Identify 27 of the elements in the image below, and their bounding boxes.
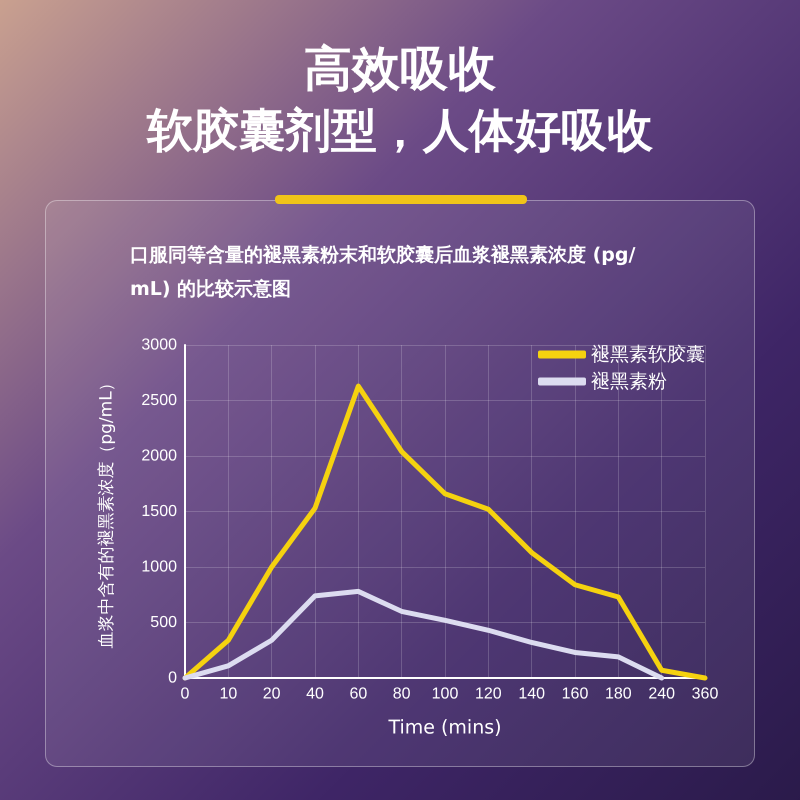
x-axis-title: Time (mins) xyxy=(387,716,502,738)
x-tick-label: 0 xyxy=(180,686,190,702)
y-tick-label: 0 xyxy=(168,670,178,686)
x-tick-label: 120 xyxy=(474,686,502,702)
x-tick-label: 40 xyxy=(306,686,324,702)
x-tick-label: 100 xyxy=(432,686,458,702)
x-tick-label: 60 xyxy=(349,686,368,702)
chart-subtitle: 软胶囊剂型，人体好吸收 xyxy=(146,103,654,157)
y-tick-label: 2000 xyxy=(141,448,178,464)
legend-label: 褪黑素粉 xyxy=(591,370,667,392)
chart-title: 高效吸收 xyxy=(304,41,497,97)
y-tick-label: 1500 xyxy=(141,503,178,520)
y-tick-label: 2500 xyxy=(141,392,178,409)
x-tick-label: 80 xyxy=(392,686,411,702)
y-tick-label: 1000 xyxy=(141,558,178,576)
x-tick-label: 360 xyxy=(692,686,718,702)
x-tick-label: 180 xyxy=(604,686,632,702)
x-tick-label: 160 xyxy=(562,686,588,702)
y-tick-label: 3000 xyxy=(141,336,178,354)
text: 口服同等含量的褪黑素粉末和软胶囊后血浆褪黑素浓度 (pg/mL) 的比较示意图 xyxy=(130,244,636,300)
x-tick-label: 10 xyxy=(219,686,238,702)
y-axis-title: 血浆中含有的褪黑素浓度（pg/mL） xyxy=(96,374,116,649)
x-tick-label: 240 xyxy=(648,686,676,702)
legend-label: 褪黑素软胶囊 xyxy=(591,344,705,366)
x-tick-label: 20 xyxy=(262,686,281,702)
x-tick-label: 140 xyxy=(518,686,546,702)
y-tick-label: 500 xyxy=(150,614,178,631)
